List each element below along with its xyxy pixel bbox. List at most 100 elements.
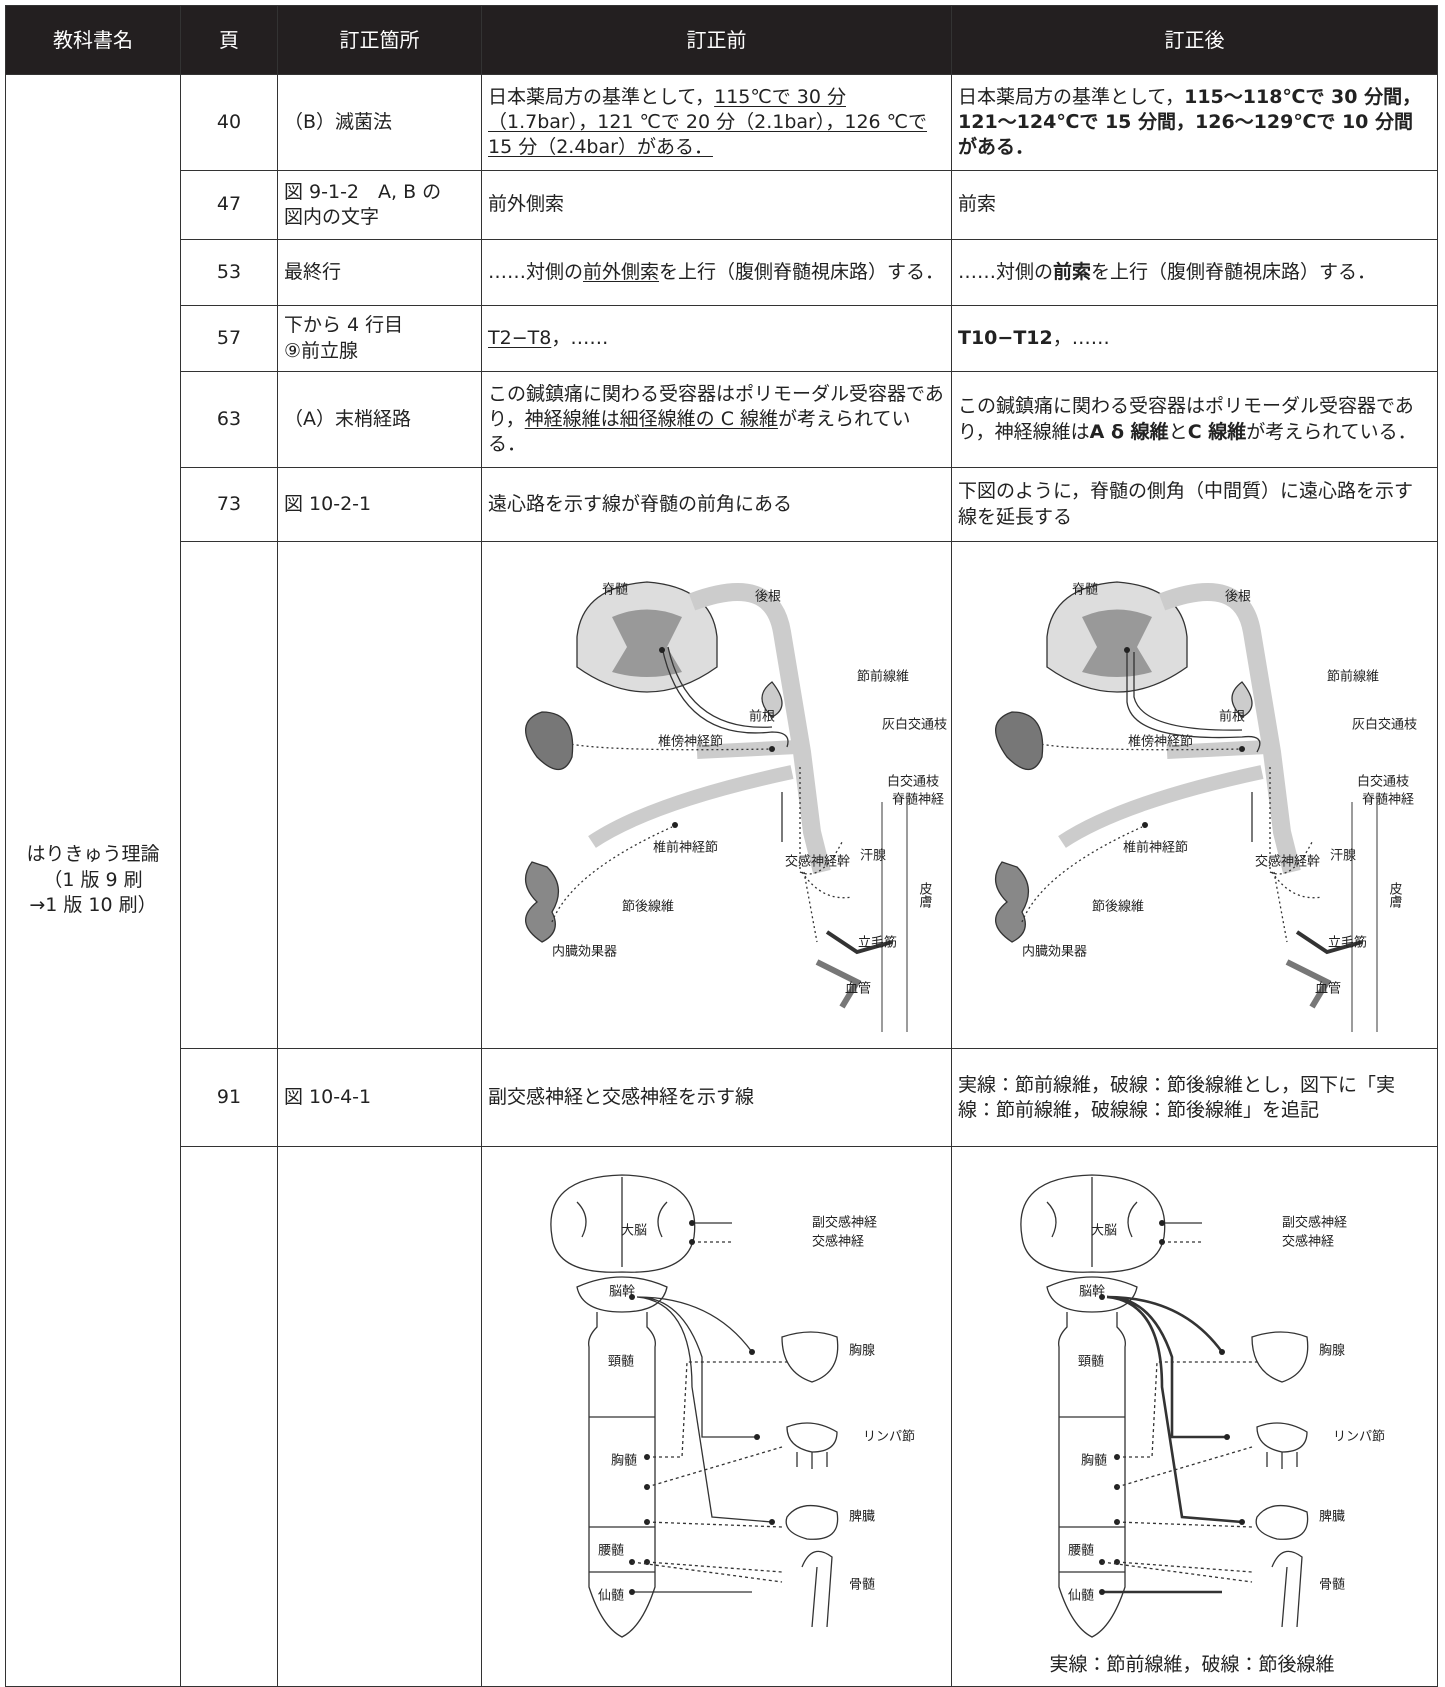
text-line: 図 10-4-1 bbox=[284, 1086, 372, 1109]
after-text: この鍼鎮痛に関わる受容器はポリモーダル受容器であり，神経線維はA δ 線維とC … bbox=[951, 371, 1438, 468]
figure-dot bbox=[1239, 1519, 1245, 1526]
text-line: （B）滅菌法 bbox=[284, 110, 393, 133]
figure-label: 椎前神経節 bbox=[653, 840, 718, 856]
figure-shape bbox=[1351, 802, 1378, 1032]
text-segment: ，…… bbox=[551, 326, 609, 349]
figure-caption: 実線：節前線維，破線：節後線維 bbox=[1049, 1654, 1334, 1676]
figure-shape bbox=[1126, 652, 1261, 753]
text-line: →1 版 10 刷） bbox=[29, 893, 157, 916]
text-segment: ，…… bbox=[1052, 326, 1110, 349]
figure-dot bbox=[754, 1434, 760, 1441]
text-segment: 遠心路を示す線が脊髄の前角にある bbox=[488, 492, 793, 515]
correction-location: （B）滅菌法 bbox=[277, 74, 482, 171]
figure-label: 仙髄 bbox=[1068, 1589, 1094, 1604]
empty-cell bbox=[180, 540, 278, 1050]
correction-location: 図 9-1-2 A, B の図内の文字 bbox=[277, 170, 482, 240]
correction-location: 最終行 bbox=[277, 239, 482, 306]
figure-label: 仙髄 bbox=[598, 1589, 624, 1604]
column-header: 頁 bbox=[180, 5, 278, 75]
table-row: 47 図 9-1-2 A, B の図内の文字 前外側索 前索 bbox=[6, 170, 1438, 240]
figure-label: 立毛筋 bbox=[858, 935, 897, 951]
figure-shape bbox=[688, 583, 831, 875]
figure-shape bbox=[1285, 959, 1332, 1009]
figure-label: 交感神経 bbox=[812, 1234, 864, 1250]
figure-label: 脾臓 bbox=[849, 1510, 875, 1525]
column-header: 訂正前 bbox=[481, 5, 952, 75]
column-header: 訂正後 bbox=[951, 5, 1438, 75]
figure-shape bbox=[1058, 765, 1264, 848]
emphasis-text: 前外側索 bbox=[583, 260, 660, 283]
emphasis-text: A δ 線維 bbox=[1089, 420, 1169, 443]
errata-table: 教科書名 頁 訂正箇所 訂正前 訂正後 はりきゅう理論 （1 版 9 刷 →1 版 … bbox=[5, 5, 1438, 1687]
figure-label: 椎傍神経節 bbox=[658, 734, 723, 750]
page-number: 63 bbox=[180, 371, 278, 468]
figure-shape bbox=[525, 861, 559, 943]
figure-row: 大脳 副交感神経 交感神経 脳幹 胸腺 頸髄 リンパ節 胸髄 脾臓 腰髄 骨髄 仙髄 大脳 副交感神経 交感… bbox=[6, 1146, 1438, 1687]
figure-shape bbox=[667, 646, 773, 728]
figure-shape bbox=[1059, 1416, 1125, 1573]
figure-dot bbox=[689, 1239, 695, 1246]
figure-dot bbox=[1124, 647, 1130, 653]
page-number: 73 bbox=[180, 467, 278, 542]
table-row: 63 （A）末梢経路 この鍼鎮痛に関わる受容器はポリモーダル受容器であり，神経線維は… bbox=[6, 371, 1438, 468]
text-segment: が考えられている． bbox=[1246, 420, 1417, 443]
figure-dot bbox=[769, 1519, 775, 1526]
figure-shape bbox=[825, 930, 893, 955]
figure-label: 脊髄神経 bbox=[892, 793, 944, 808]
figure-shape bbox=[781, 1331, 839, 1383]
text-line: 最終行 bbox=[284, 260, 342, 283]
text-segment: 前外側索 bbox=[488, 193, 565, 216]
figure-label: 胸腺 bbox=[849, 1344, 875, 1359]
correction-location: 図 10-2-1 bbox=[277, 467, 482, 542]
text-line: ⑨前立腺 bbox=[284, 339, 359, 362]
figure-label: 椎傍神経節 bbox=[1128, 734, 1193, 750]
text-segment: が考えられている． bbox=[488, 407, 911, 456]
figure-dot bbox=[749, 1349, 755, 1356]
correction-location: 図 10-4-1 bbox=[277, 1048, 482, 1148]
figure-shape bbox=[636, 1296, 773, 1523]
figure-label: 交感神経幹 bbox=[785, 854, 850, 870]
after-text: ……対側の前索を上行（腹側脊髄視床路）する． bbox=[951, 239, 1438, 306]
figure-shape bbox=[1255, 1505, 1309, 1541]
figure-label: 灰白交通枝 bbox=[882, 717, 947, 733]
figure-label: 交感神経幹 bbox=[1255, 854, 1320, 870]
figure-shape bbox=[799, 767, 853, 943]
figure-label: 頸髄 bbox=[608, 1355, 634, 1370]
emphasis-text: T10−T12 bbox=[958, 326, 1053, 349]
figure-shape bbox=[785, 1505, 839, 1541]
figure-shape bbox=[588, 1312, 656, 1638]
figure-label: 脾臓 bbox=[1319, 1510, 1345, 1525]
figure-shape bbox=[1101, 1361, 1257, 1583]
figure-shape bbox=[550, 1174, 696, 1274]
after-text: 前索 bbox=[951, 170, 1438, 240]
textbook-name: はりきゅう理論 （1 版 9 刷 →1 版 10 刷） bbox=[5, 74, 181, 1687]
figure-label: 血管 bbox=[845, 982, 871, 997]
figure-label: 頸髄 bbox=[1078, 1355, 1104, 1370]
figure-label: 副交感神経 bbox=[1282, 1215, 1347, 1231]
figure-shape bbox=[881, 802, 908, 1032]
figure-shape bbox=[588, 765, 794, 848]
figure-label: 胸腺 bbox=[1319, 1344, 1345, 1359]
table-row: 53 最終行 ……対側の前外側索を上行（腹側脊髄視床路）する． ……対側の前索を上行（… bbox=[6, 239, 1438, 306]
figure-label: 灰白交通枝 bbox=[1352, 717, 1417, 733]
figure-label: 大脳 bbox=[621, 1224, 647, 1239]
figure-label: 大脳 bbox=[1091, 1224, 1117, 1239]
after-text: 日本薬局方の基準として，115〜118℃で 30 分間，121〜124℃で 15… bbox=[951, 74, 1438, 171]
page-number: 47 bbox=[180, 170, 278, 240]
figure-cell: 脊髄 後根 節前線維 前根 灰白交通枝 椎傍神経節 白交通枝 脊髄神経 椎前神経節 交感神経幹 汗腺… bbox=[951, 540, 1438, 1050]
figure-shape bbox=[524, 711, 574, 771]
text-line: 下から 4 行目 bbox=[284, 314, 404, 337]
before-text: ……対側の前外側索を上行（腹側脊髄視床路）する． bbox=[481, 239, 952, 306]
figure-dot bbox=[1099, 1294, 1105, 1301]
figure-label: 脊髄 bbox=[602, 583, 628, 598]
after-text: 実線：節前線維，破線：節後線維とし，図下に「実線：節前線維，破線線：節後線維」を… bbox=[951, 1048, 1438, 1148]
page-number: 91 bbox=[180, 1048, 278, 1148]
text-segment: ……対側の bbox=[488, 260, 584, 283]
figure-label: 副交感神経 bbox=[812, 1215, 877, 1231]
figure-label: 節前線維 bbox=[1327, 669, 1379, 685]
figure-dot bbox=[1142, 822, 1148, 828]
text-segment: ……対側の bbox=[958, 260, 1054, 283]
emphasis-text: 115℃で 30 分（1.7bar），121 ℃で 20 分（2.1bar），1… bbox=[488, 85, 928, 159]
correction-location: （A）末梢経路 bbox=[277, 371, 482, 468]
